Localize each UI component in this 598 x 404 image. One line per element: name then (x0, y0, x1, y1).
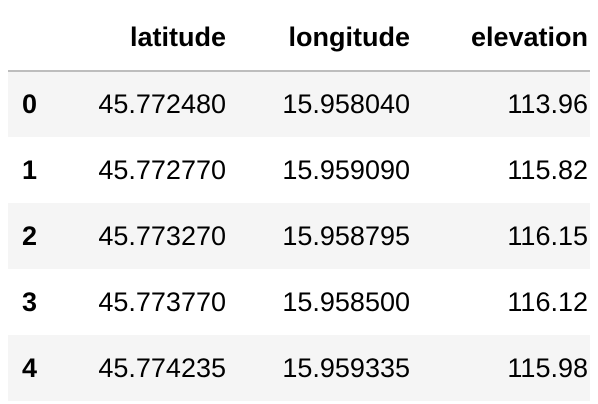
cell-elevation: 116.15 (507, 220, 588, 251)
table-row: 4 45.774235 15.959335 115.98 (8, 335, 590, 401)
cell-longitude: 15.958795 (282, 220, 410, 251)
header-row: latitude longitude elevation (8, 4, 590, 72)
table-body: 0 45.772480 15.958040 113.96 1 45.772770… (8, 71, 590, 401)
cell-latitude: 45.773270 (98, 220, 226, 251)
cell-elevation: 113.96 (507, 89, 588, 119)
column-header-elevation: elevation (412, 4, 590, 72)
row-index: 1 (22, 154, 38, 185)
row-index: 0 (22, 89, 38, 119)
cell-longitude: 15.958500 (282, 286, 410, 317)
cell-longitude: 15.959090 (282, 154, 410, 185)
column-header-latitude: latitude (68, 4, 228, 72)
index-header (8, 4, 68, 72)
cell-latitude: 45.774235 (98, 352, 226, 383)
dataframe-table: latitude longitude elevation 0 45.772480… (8, 4, 590, 401)
cell-longitude: 15.959335 (282, 352, 410, 383)
cell-latitude: 45.772480 (98, 89, 226, 119)
table-row: 2 45.773270 15.958795 116.15 (8, 203, 590, 269)
table-row: 0 45.772480 15.958040 113.96 (8, 71, 590, 137)
row-index: 2 (22, 220, 38, 251)
cell-elevation: 115.82 (507, 154, 588, 185)
table-row: 3 45.773770 15.958500 116.12 (8, 269, 590, 335)
cell-elevation: 116.12 (507, 286, 588, 317)
row-index: 4 (22, 352, 38, 383)
table-row: 1 45.772770 15.959090 115.82 (8, 137, 590, 203)
table-header: latitude longitude elevation (8, 4, 590, 72)
cell-elevation: 115.98 (507, 352, 588, 383)
cell-longitude: 15.958040 (282, 89, 410, 119)
cell-latitude: 45.773770 (98, 286, 226, 317)
row-index: 3 (22, 286, 38, 317)
column-header-longitude: longitude (228, 4, 412, 72)
cell-latitude: 45.772770 (98, 154, 226, 185)
